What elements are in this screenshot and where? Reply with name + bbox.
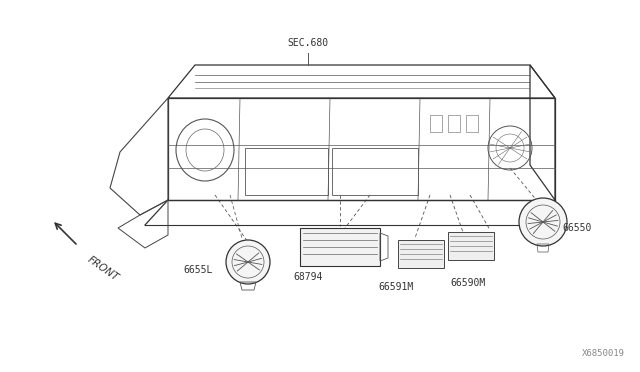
Text: SEC.680: SEC.680 bbox=[287, 38, 328, 48]
Text: X6850019: X6850019 bbox=[582, 349, 625, 358]
Text: FRONT: FRONT bbox=[86, 254, 121, 283]
Text: 66590M: 66590M bbox=[450, 278, 485, 288]
Text: 68794: 68794 bbox=[293, 272, 323, 282]
Polygon shape bbox=[448, 232, 494, 260]
Circle shape bbox=[519, 198, 567, 246]
Text: 6655L: 6655L bbox=[184, 265, 213, 275]
Polygon shape bbox=[398, 240, 444, 268]
Text: 66591M: 66591M bbox=[378, 282, 413, 292]
Text: 66550: 66550 bbox=[562, 223, 591, 233]
Polygon shape bbox=[300, 228, 380, 266]
Circle shape bbox=[226, 240, 270, 284]
